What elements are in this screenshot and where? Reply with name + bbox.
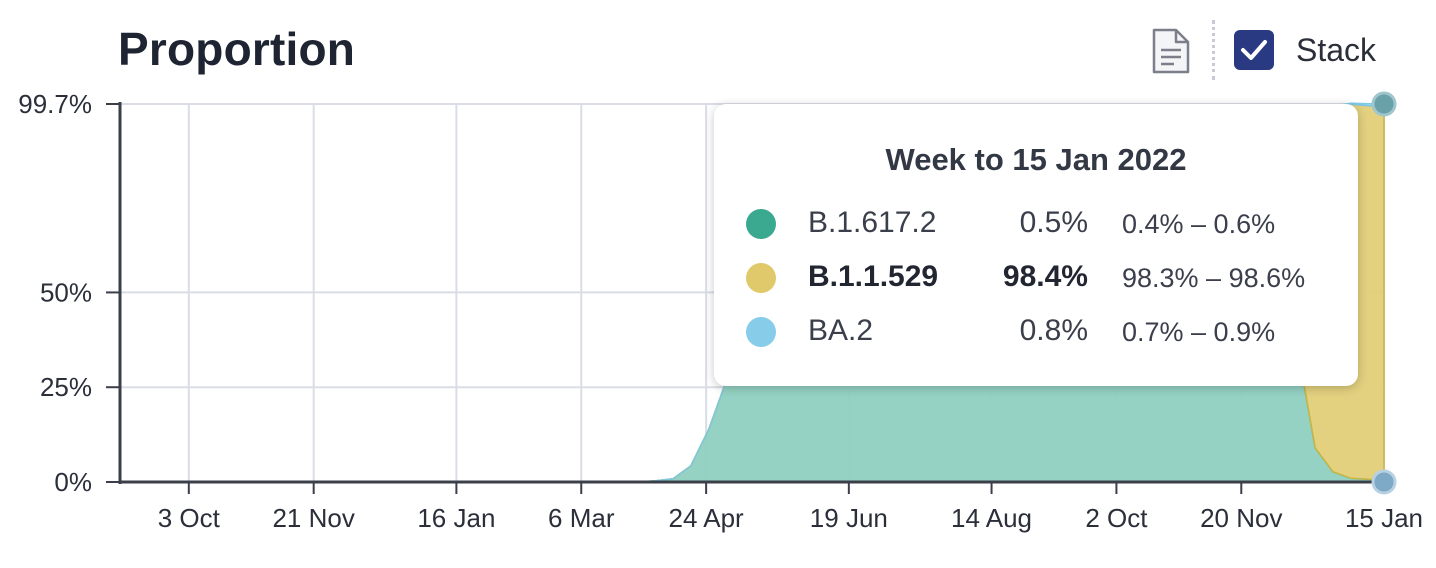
y-tick-label: 0% (54, 467, 92, 497)
stack-toggle[interactable]: Stack (1234, 28, 1376, 72)
x-tick-label: 19 Jun (810, 503, 888, 533)
x-tick-label: 20 Nov (1200, 503, 1282, 533)
series-name: B.1.617.2 (808, 206, 937, 239)
stack-label: Stack (1296, 31, 1377, 68)
series-interval: 0.7% – 0.9% (1122, 317, 1276, 347)
x-tick-label: 14 Aug (951, 503, 1032, 533)
x-tick-label: 15 Jan (1345, 503, 1423, 533)
y-tick-label: 25% (40, 372, 92, 402)
chart-tooltip: Week to 15 Jan 2022 B.1.617.2 0.5% 0.4% … (714, 104, 1358, 386)
series-value: 98.4% (1002, 260, 1088, 293)
series-interval: 98.3% – 98.6% (1122, 263, 1306, 293)
x-tick-label: 16 Jan (417, 503, 495, 533)
x-tick-label: 2 Oct (1085, 503, 1148, 533)
document-icon[interactable] (1148, 26, 1194, 76)
tooltip-row: B.1.1.529 98.4% 98.3% – 98.6% (714, 258, 1358, 298)
series-interval: 0.4% – 0.6% (1122, 209, 1276, 239)
tooltip-row: BA.2 0.8% 0.7% – 0.9% (714, 312, 1358, 352)
series-value: 0.8% (1019, 314, 1088, 347)
toolbar-divider (1212, 20, 1215, 80)
series-name: B.1.1.529 (808, 260, 939, 293)
x-tick-label: 6 Mar (548, 503, 615, 533)
series-color-dot (746, 317, 776, 347)
series-color-dot (746, 263, 776, 293)
tooltip-title: Week to 15 Jan 2022 (885, 142, 1187, 177)
x-tick-label: 3 Oct (158, 503, 221, 533)
series-name: BA.2 (808, 314, 874, 347)
hover-marker-top (1371, 91, 1397, 117)
checkmark-icon (1241, 40, 1267, 60)
stack-checkbox[interactable] (1234, 30, 1274, 70)
x-tick-label: 24 Apr (669, 503, 745, 533)
chart-title: Proportion (118, 23, 356, 75)
tooltip-row: B.1.617.2 0.5% 0.4% – 0.6% (714, 204, 1358, 244)
y-tick-label: 99.7% (18, 89, 92, 119)
x-tick-label: 21 Nov (272, 503, 354, 533)
series-color-dot (746, 209, 776, 239)
hover-marker-bottom (1371, 469, 1397, 495)
series-value: 0.5% (1019, 206, 1088, 239)
y-tick-label: 50% (40, 277, 92, 307)
